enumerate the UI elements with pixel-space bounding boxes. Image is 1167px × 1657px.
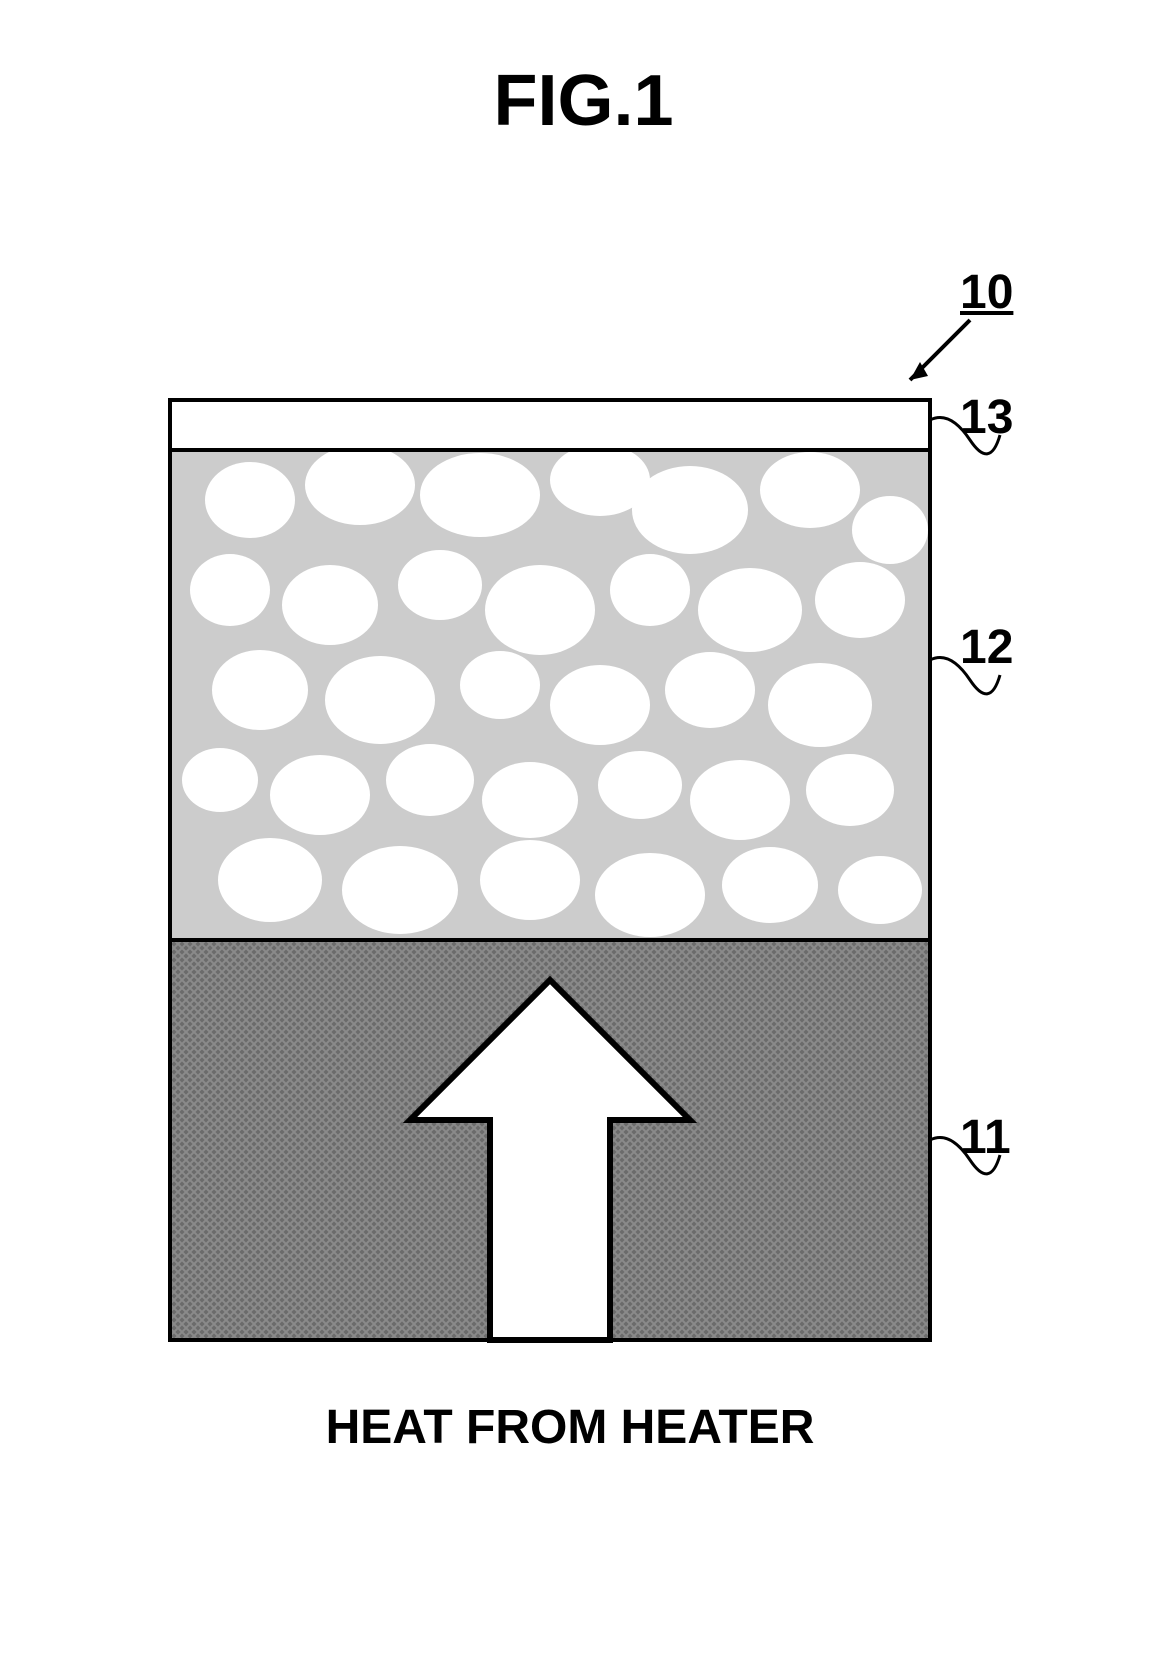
label-10-text: 10 [960, 266, 1013, 319]
label-layer-11: 11 [960, 1110, 1011, 1165]
heat-caption: HEAT FROM HEATER [220, 1400, 920, 1455]
diagram-container [130, 240, 1030, 1380]
layered-diagram [130, 240, 1030, 1380]
label-layer-13: 13 [960, 390, 1013, 445]
label-assembly-10: 10 [960, 265, 1013, 320]
figure-title: FIG.1 [0, 60, 1167, 142]
label-layer-12: 12 [960, 620, 1013, 675]
page: FIG.1 10 13 12 11 HEAT FROM HEATER [0, 0, 1167, 1657]
